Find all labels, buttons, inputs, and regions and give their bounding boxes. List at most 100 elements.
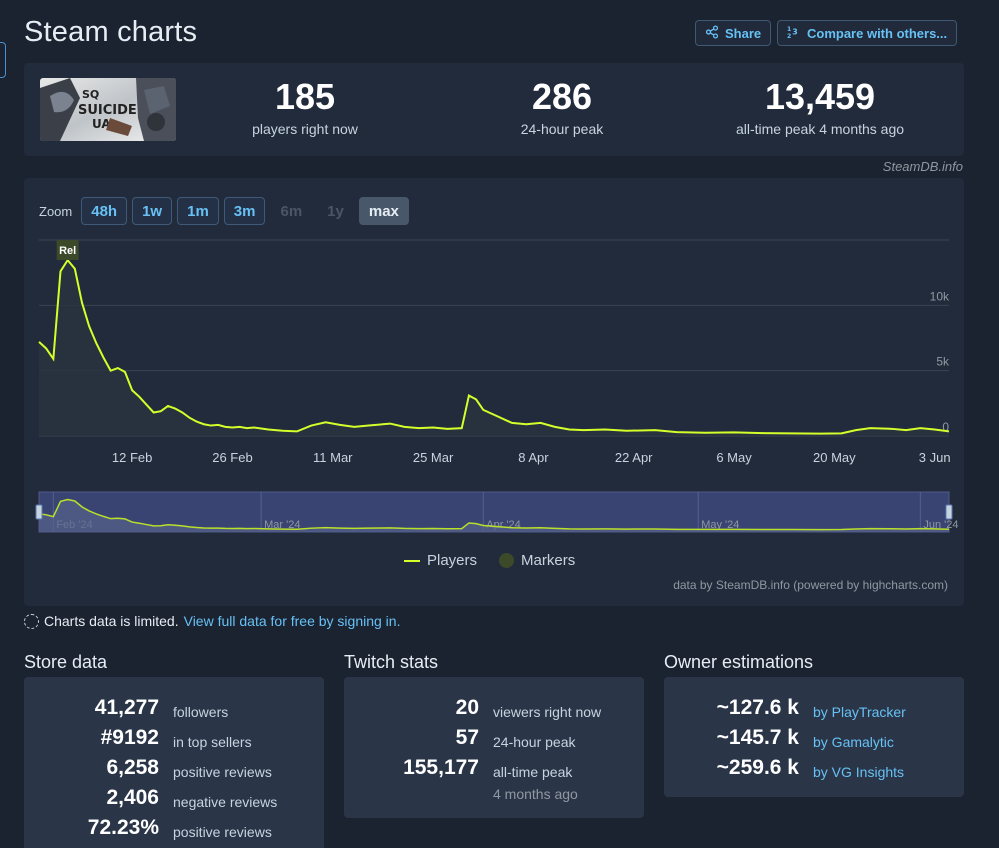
store-row: 41,277 followers: [24, 696, 324, 726]
twitch-row: 20 viewers right now: [344, 696, 644, 726]
owner-row: ~259.6 k by VG Insights: [664, 756, 964, 786]
x-tick-label: 12 Feb: [112, 450, 152, 465]
current-players-label: players right now: [252, 121, 358, 137]
players-line-swatch: [404, 559, 420, 562]
svg-text:SUICIDE: SUICIDE: [78, 103, 137, 118]
store-desc: followers: [173, 704, 229, 720]
navigator-handle[interactable]: [945, 504, 953, 520]
store-row: #9192 in top sellers: [24, 726, 324, 756]
zoom-max-button[interactable]: max: [358, 197, 409, 225]
owner-source-link[interactable]: by Gamalytic: [813, 734, 894, 750]
owner-row: ~145.7 k by Gamalytic: [664, 726, 964, 756]
share-label: Share: [725, 25, 762, 41]
store-desc: positive reviews: [173, 764, 272, 780]
store-data-title: Store data: [24, 652, 108, 672]
twitch-desc: all-time peak: [493, 764, 573, 780]
alltime-label: all-time peak 4 months ago: [735, 121, 905, 137]
x-tick-label: 6 May: [716, 450, 752, 465]
twitch-row: 155,177 all-time peak: [344, 756, 644, 786]
x-tick-label: 22 Apr: [615, 450, 653, 465]
store-value: 6,258: [106, 756, 159, 779]
navigator-label: May '24: [701, 519, 739, 531]
chart-legend: Players Markers: [404, 552, 575, 569]
highcharts-credit[interactable]: data by SteamDB.info (powered by highcha…: [673, 578, 948, 592]
dashed-circle-icon: [24, 613, 39, 629]
store-value: 2,406: [106, 786, 159, 809]
owner-value: ~259.6 k: [716, 756, 799, 779]
x-tick-label: 8 Apr: [518, 450, 549, 465]
markers-dot-swatch: [499, 553, 515, 568]
twitch-value: 155,177: [403, 756, 479, 779]
store-desc: positive reviews: [173, 824, 272, 840]
x-tick-label: 11 Mar: [313, 450, 353, 465]
owner-estimations-title: Owner estimations: [664, 652, 814, 672]
twitch-row: 57 24-hour peak: [344, 726, 644, 756]
navigator-label: Jun '24: [923, 519, 958, 531]
x-tick-label: 3 Jun: [919, 450, 951, 465]
navigator-line: [38, 498, 950, 531]
legend-markers[interactable]: Markers: [499, 552, 575, 569]
side-tab-handle[interactable]: [0, 42, 6, 78]
share-button[interactable]: Share: [695, 20, 772, 46]
store-value: 72.23%: [87, 816, 159, 839]
zoom-1w-button[interactable]: 1w: [132, 197, 173, 225]
store-row: 72.23% positive reviews: [24, 816, 324, 846]
limited-notice: Charts data is limited. View full data f…: [24, 613, 400, 629]
twitch-stats-title: Twitch stats: [344, 652, 439, 672]
legend-players-label: Players: [427, 552, 478, 569]
owner-source-link[interactable]: by PlayTracker: [813, 704, 906, 720]
steamdb-credit: SteamDB.info: [882, 159, 963, 174]
zoom-48h-button[interactable]: 48h: [81, 197, 128, 225]
share-icon: [705, 24, 719, 42]
release-marker-label: Rel: [59, 245, 76, 257]
stat-24h-peak: 286 24-hour peak: [442, 76, 682, 138]
twitch-desc: viewers right now: [493, 704, 602, 720]
alltime-value: 13,459: [764, 76, 876, 117]
twitch-value: 57: [455, 726, 479, 749]
page-title: Steam charts: [24, 16, 198, 48]
y-tick-label: 10k: [930, 289, 950, 303]
x-tick-label: 25 Mar: [413, 450, 454, 465]
sign-in-link[interactable]: View full data for free by signing in.: [183, 613, 401, 629]
owner-value: ~127.6 k: [716, 696, 799, 719]
svg-text:UA: UA: [92, 117, 111, 131]
stat-alltime-peak: 13,459 all-time peak 4 months ago: [700, 76, 940, 138]
legend-players[interactable]: Players: [404, 552, 477, 569]
player-count-chart[interactable]: 0 5k 10k 12 Feb 26 Feb 11 Mar 25 Mar 8 Apr 22 Ap…: [24, 178, 964, 606]
zoom-label: Zoom: [39, 203, 73, 219]
y-tick-label: 0: [942, 420, 949, 434]
navigator-label: Mar '24: [264, 519, 300, 531]
zoom-1y-button: 1y: [327, 202, 344, 220]
twitch-note: 4 months ago: [493, 786, 578, 802]
zoom-1m-button[interactable]: 1m: [177, 197, 219, 225]
limited-text: Charts data is limited.: [44, 613, 179, 629]
store-row: 2,406 negative reviews: [24, 786, 324, 816]
navigator-area: [39, 499, 949, 532]
chart-panel: Zoom 48h 1w 1m 3m 6m 1y max 0 5k 10k 12 Feb…: [24, 178, 964, 606]
owner-source-link[interactable]: by VG Insights: [813, 764, 905, 780]
twitch-desc: 24-hour peak: [493, 734, 576, 750]
y-tick-label: 5k: [936, 355, 950, 369]
release-marker-flag: [56, 240, 79, 260]
store-value: #9192: [100, 726, 159, 749]
store-data-box: 41,277 followers #9192 in top sellers 6,…: [24, 677, 324, 848]
x-tick-label: 26 Feb: [212, 450, 252, 465]
navigator-handle[interactable]: [35, 504, 43, 520]
owner-value: ~145.7 k: [716, 726, 799, 749]
svg-text:1: 1: [787, 26, 791, 33]
svg-text:2: 2: [787, 33, 791, 39]
store-desc: negative reviews: [173, 794, 278, 810]
game-cover-image[interactable]: SQ SUICIDE UA: [40, 78, 176, 141]
peak24-value: 286: [531, 76, 593, 117]
twitch-stats-box: 20 viewers right now 57 24-hour peak 155…: [344, 677, 644, 818]
store-value: 41,277: [94, 696, 159, 719]
x-tick-label: 20 May: [813, 450, 856, 465]
twitch-value: 20: [455, 696, 479, 719]
store-row: 6,258 positive reviews: [24, 756, 324, 786]
current-players-value: 185: [274, 76, 336, 117]
legend-markers-label: Markers: [521, 552, 576, 569]
stat-current-players: 185 players right now: [185, 76, 425, 138]
player-stats-panel: SQ SUICIDE UA 185 players right now 286 …: [24, 63, 964, 156]
zoom-3m-button[interactable]: 3m: [223, 197, 266, 225]
